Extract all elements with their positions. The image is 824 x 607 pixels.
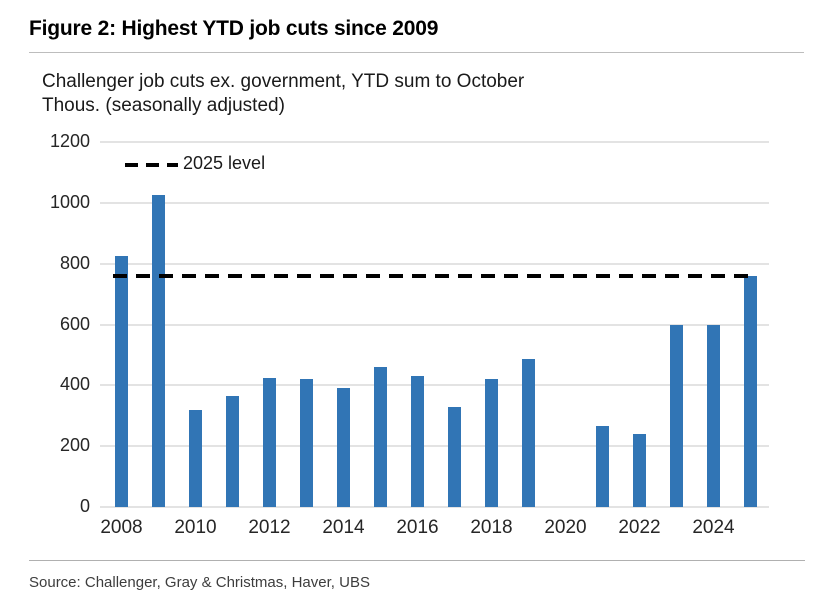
gridline-y-800: [100, 262, 769, 265]
bar-2015: [374, 367, 387, 507]
bar-2011: [226, 395, 239, 507]
y-axis-tick-label: 1200: [49, 131, 90, 151]
x-axis-tick-label: 2016: [396, 517, 439, 538]
bar-2010: [189, 409, 202, 507]
x-axis-tick-label: 2022: [618, 517, 661, 538]
source-note: Source: Challenger, Gray & Christmas, Ha…: [29, 574, 370, 591]
bar-2014: [337, 388, 350, 507]
bar-2022: [633, 434, 646, 507]
x-axis-tick-label: 2020: [544, 517, 587, 538]
bar-2009: [152, 195, 165, 507]
x-axis-tick-label: 2018: [470, 517, 513, 538]
gridline-y-0: [100, 506, 769, 508]
figure-title: Figure 2: Highest YTD job cuts since 200…: [29, 17, 439, 40]
x-axis-tick-label: 2012: [248, 517, 291, 538]
bar-2019: [522, 359, 535, 507]
gridline-y-1000: [100, 201, 769, 204]
y-axis-tick-label: 0: [79, 496, 90, 516]
bar-2023: [670, 324, 683, 507]
gridline-y-1200: [100, 141, 769, 143]
gridline-y-600: [100, 323, 769, 326]
x-axis-tick-label: 2010: [174, 517, 217, 538]
y-axis-tick-label: 200: [59, 435, 90, 456]
chart-subtitle-line2: Thous. (seasonally adjusted): [42, 95, 285, 116]
bar-2025: [744, 275, 757, 507]
bar-2021: [596, 426, 609, 507]
x-axis-tick-label: 2008: [100, 517, 143, 538]
chart-subtitle-line1: Challenger job cuts ex. government, YTD …: [42, 71, 525, 92]
bar-2008: [115, 256, 128, 507]
legend-label: 2025 level: [183, 153, 266, 173]
bar-2017: [448, 406, 461, 507]
y-axis-tick-label: 1000: [49, 191, 90, 212]
reference-line-2025-level: [113, 273, 757, 278]
x-axis-tick-label: 2014: [322, 517, 365, 538]
y-axis-tick-label: 800: [59, 252, 90, 273]
bar-2016: [411, 376, 424, 507]
chart-legend: 2025 level: [125, 153, 265, 174]
y-axis-tick-label: 400: [59, 374, 90, 395]
gridline-y-200: [100, 445, 769, 448]
plot-area: 2025 level 0 200 400 600 800 1000 1200 2008 2010…: [50, 131, 769, 538]
gridline-y-400: [100, 384, 769, 387]
y-axis-tick-label: 600: [59, 313, 90, 334]
bar-2013: [300, 379, 313, 507]
dashed-line-legend-swatch: [125, 162, 178, 167]
source-divider: [29, 560, 805, 561]
bar-2018: [485, 379, 498, 507]
bar-2012: [263, 377, 276, 507]
title-divider: [29, 52, 804, 53]
x-axis-tick-label: 2024: [692, 517, 735, 538]
bar-2024: [707, 324, 720, 507]
